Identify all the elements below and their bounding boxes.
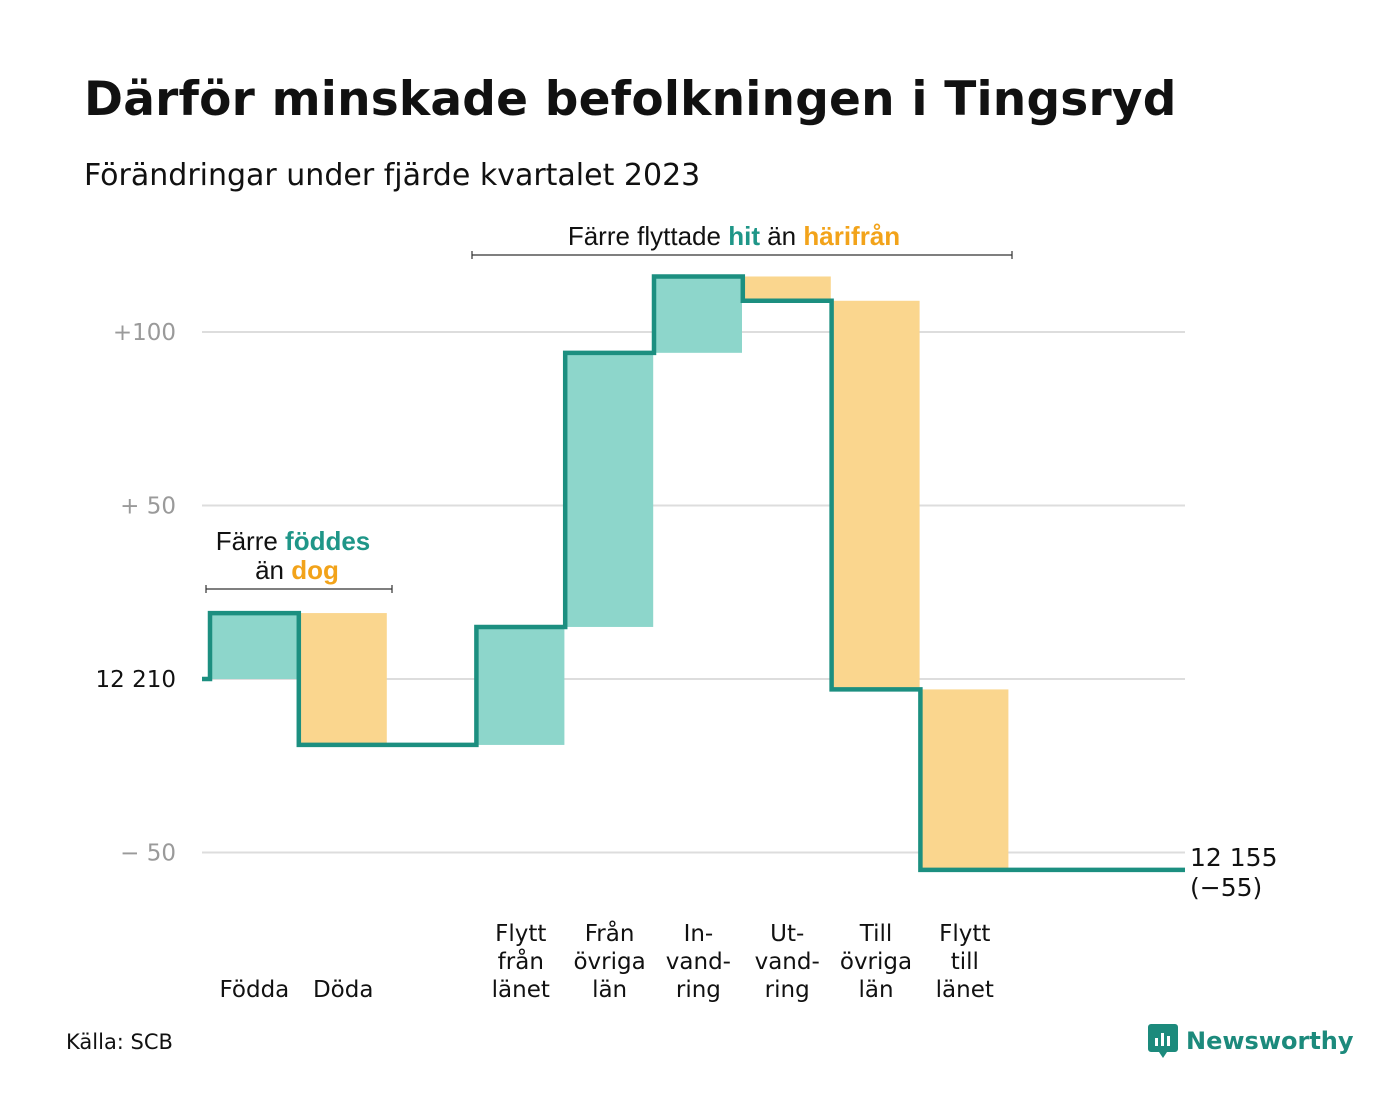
births-annotation-line2: än dog (255, 555, 339, 585)
bar-till-övriga-län (831, 300, 920, 690)
y-tick-label: − 50 (120, 841, 176, 867)
y-tick-label: 12 210 (96, 667, 176, 693)
chart-title: Därför minskade befolkningen i Tingsryd (84, 72, 1177, 127)
x-tick-label: Flytt till länet (936, 921, 994, 1003)
bar-flytt-till-länet (920, 689, 1009, 870)
x-tick-label: In-vand-ring (666, 921, 731, 1003)
births-bracket (205, 585, 393, 593)
y-tick-label: +100 (113, 320, 176, 346)
x-tick-label: Flytt från länet (492, 921, 550, 1003)
x-tick-label: Döda (313, 977, 373, 1003)
bar-från-övriga-län (565, 352, 654, 627)
bar-invandring (654, 276, 742, 353)
brand-logo: Newsworthy (1148, 1024, 1354, 1058)
cumulative-step-line (202, 274, 1185, 873)
moves-bracket (471, 251, 1013, 259)
x-tick-label: Födda (220, 977, 290, 1003)
moves-annotation: Färre flyttade hit än härifrån (568, 221, 900, 251)
bar-födda (210, 613, 298, 679)
x-tick-label: Ut-vand-ring (755, 921, 820, 1003)
bar-utvandring (742, 276, 831, 301)
x-tick-label: Till övriga län (840, 921, 912, 1003)
end-value-label: 12 155 (1190, 843, 1277, 872)
end-change-label: (−55) (1190, 873, 1262, 902)
y-tick-label: + 50 (120, 494, 176, 520)
newsworthy-icon (1148, 1024, 1178, 1058)
x-tick-label: Från övriga län (573, 919, 645, 1003)
source-note: Källa: SCB (66, 1030, 173, 1054)
brand-name: Newsworthy (1186, 1027, 1354, 1055)
chart-subtitle: Förändringar under fjärde kvartalet 2023 (84, 158, 701, 193)
bar-flytt-från-länet (476, 626, 565, 745)
births-annotation-line1: Färre föddes (216, 526, 371, 556)
bar-döda (298, 613, 387, 745)
